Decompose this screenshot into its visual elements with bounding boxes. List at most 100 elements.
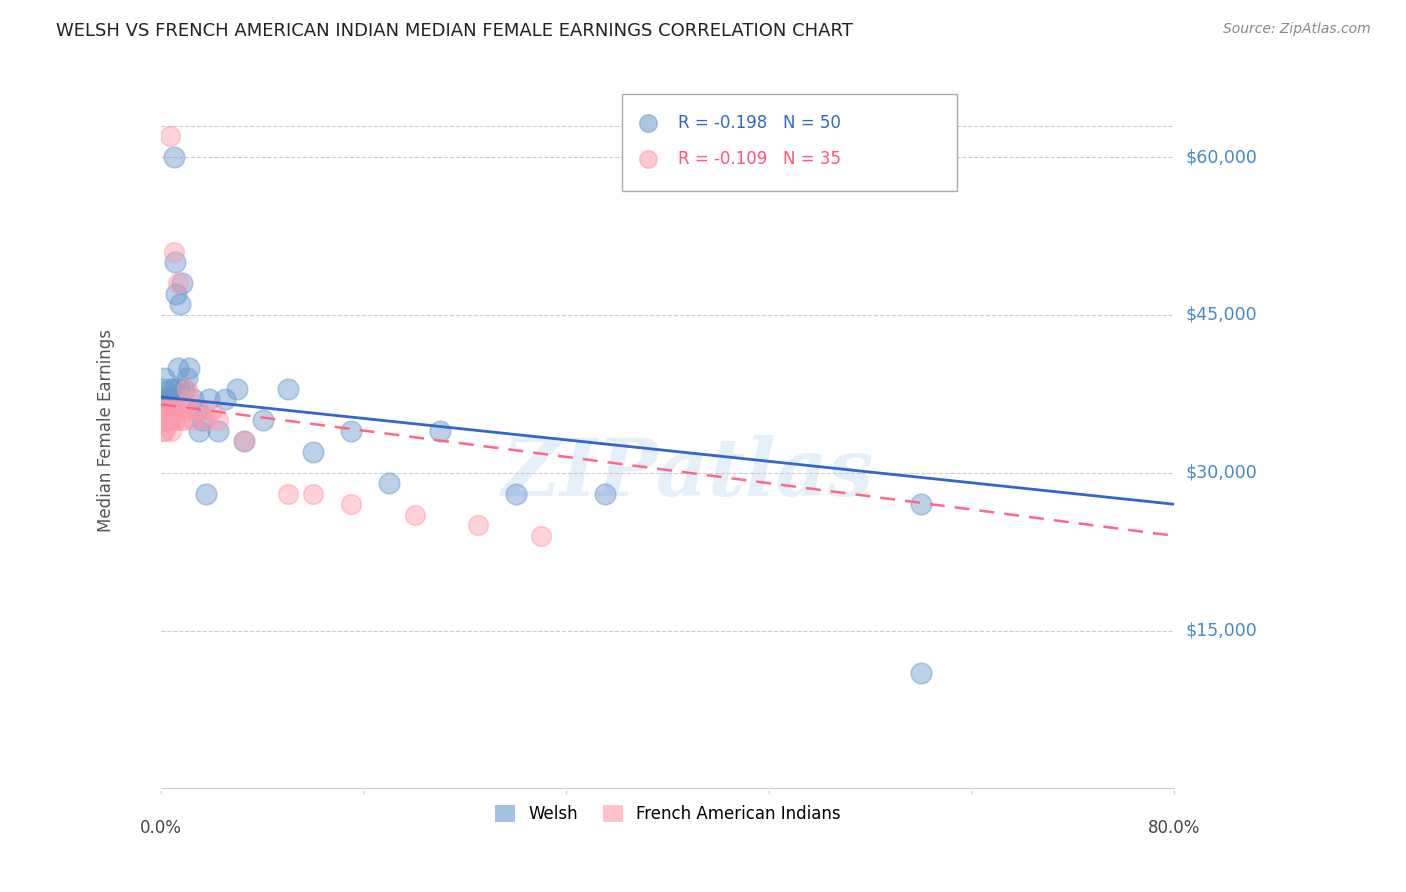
Text: R = -0.198   N = 50: R = -0.198 N = 50: [678, 114, 841, 132]
Text: $45,000: $45,000: [1185, 306, 1257, 324]
Point: [153, 413, 176, 427]
Point: [153, 402, 176, 417]
Point: [429, 424, 451, 438]
Point: [232, 434, 254, 449]
Point: [194, 487, 217, 501]
Text: 0.0%: 0.0%: [141, 819, 183, 837]
Point: [277, 487, 299, 501]
Point: [214, 392, 236, 406]
Point: [910, 665, 932, 680]
Point: [160, 402, 183, 417]
Point: [173, 413, 195, 427]
Text: WELSH VS FRENCH AMERICAN INDIAN MEDIAN FEMALE EARNINGS CORRELATION CHART: WELSH VS FRENCH AMERICAN INDIAN MEDIAN F…: [56, 22, 853, 40]
Point: [302, 444, 325, 458]
Point: [340, 424, 363, 438]
Point: [176, 382, 198, 396]
Point: [152, 382, 174, 396]
Point: [159, 382, 181, 396]
Point: [152, 392, 174, 406]
Point: [155, 402, 177, 417]
Point: [162, 402, 184, 417]
Point: [277, 382, 299, 396]
Text: $15,000: $15,000: [1185, 622, 1257, 640]
Point: [163, 150, 186, 164]
Point: [181, 392, 204, 406]
Point: [156, 413, 179, 427]
Point: [153, 413, 176, 427]
Text: $60,000: $60,000: [1185, 148, 1257, 166]
Point: [162, 402, 184, 417]
Point: [166, 286, 188, 301]
Point: [166, 402, 188, 417]
Text: 80.0%: 80.0%: [1149, 819, 1201, 837]
Point: [156, 413, 179, 427]
Point: [152, 402, 174, 417]
Point: [232, 434, 254, 449]
Point: [181, 413, 204, 427]
Text: $30,000: $30,000: [1185, 464, 1257, 482]
Point: [162, 392, 184, 406]
Point: [153, 424, 176, 438]
Point: [170, 402, 193, 417]
FancyBboxPatch shape: [623, 95, 956, 191]
Point: [530, 529, 553, 543]
Point: [156, 392, 179, 406]
Point: [173, 382, 195, 396]
Point: [179, 360, 201, 375]
Point: [160, 424, 183, 438]
Point: [159, 392, 181, 406]
Point: [179, 392, 201, 406]
Point: [505, 487, 527, 501]
Text: Source: ZipAtlas.com: Source: ZipAtlas.com: [1223, 22, 1371, 37]
Point: [467, 518, 489, 533]
Point: [201, 402, 224, 417]
Point: [165, 255, 187, 269]
Point: [155, 402, 177, 417]
Point: [378, 476, 401, 491]
Point: [186, 402, 208, 417]
Point: [166, 360, 188, 375]
Point: [152, 402, 174, 417]
Point: [156, 402, 179, 417]
Text: ZIPatlas: ZIPatlas: [502, 434, 875, 512]
Point: [188, 402, 211, 417]
Text: Median Female Earnings: Median Female Earnings: [97, 329, 114, 533]
Point: [159, 413, 181, 427]
Point: [167, 382, 190, 396]
Point: [152, 413, 174, 427]
Point: [169, 297, 191, 311]
Point: [198, 392, 221, 406]
Point: [160, 392, 183, 406]
Text: R = -0.109   N = 35: R = -0.109 N = 35: [678, 150, 841, 168]
Point: [758, 781, 780, 796]
Point: [157, 392, 180, 406]
Point: [152, 402, 174, 417]
Point: [226, 382, 249, 396]
Point: [155, 392, 177, 406]
Point: [176, 371, 198, 385]
Point: [207, 424, 229, 438]
Point: [166, 277, 188, 291]
Point: [152, 424, 174, 438]
Legend: Welsh, French American Indians: Welsh, French American Indians: [488, 798, 848, 830]
Point: [157, 402, 180, 417]
Point: [910, 497, 932, 511]
Point: [593, 487, 616, 501]
Point: [163, 382, 186, 396]
Point: [160, 413, 183, 427]
Point: [169, 413, 191, 427]
Point: [194, 413, 217, 427]
Point: [191, 413, 214, 427]
Point: [758, 781, 780, 796]
Point: [252, 413, 274, 427]
Point: [170, 277, 193, 291]
Point: [302, 487, 325, 501]
Point: [159, 129, 181, 144]
Point: [188, 424, 211, 438]
Point: [165, 413, 187, 427]
Point: [404, 508, 426, 522]
Point: [157, 402, 180, 417]
Point: [152, 371, 174, 385]
Point: [163, 244, 186, 259]
Point: [340, 497, 363, 511]
